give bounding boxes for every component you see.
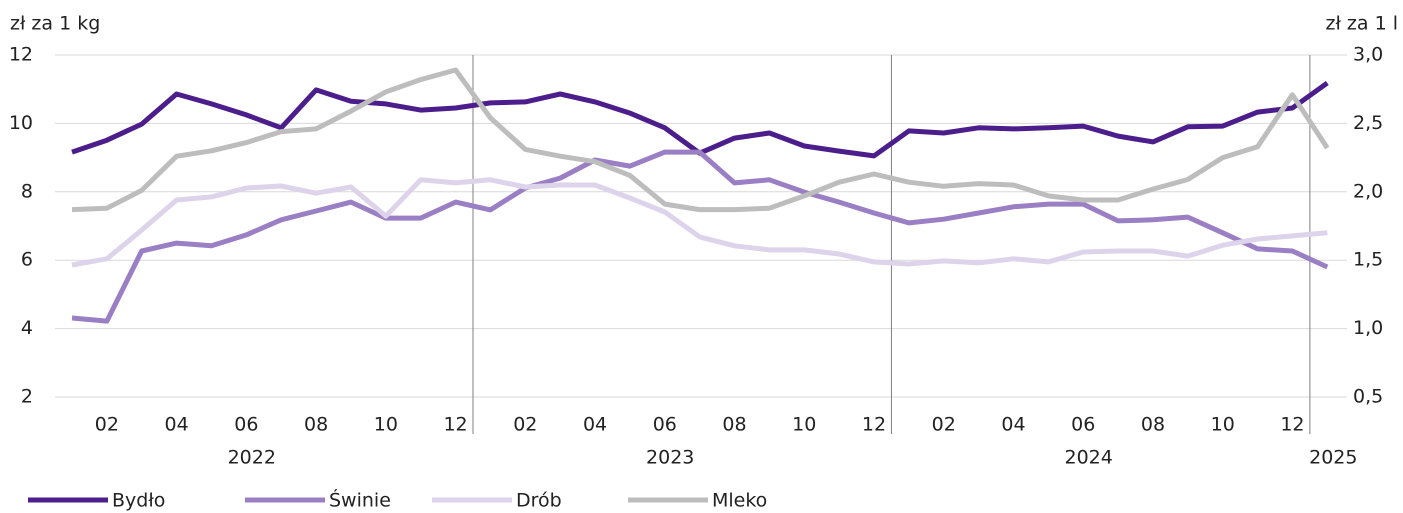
x-tick-label: 04 [1001, 414, 1025, 436]
legend-label: Bydło [112, 490, 165, 512]
y-tick-label: 8 [21, 180, 33, 202]
x-tick-label: 02 [932, 414, 956, 436]
x-group-label: 2022 [228, 447, 276, 469]
y2-tick-label: 0,5 [1353, 386, 1383, 408]
y-tick-label: 2 [21, 386, 33, 408]
legend-label: Mleko [712, 490, 767, 512]
x-tick-label: 08 [304, 414, 328, 436]
y-tick-label: 6 [21, 249, 33, 271]
y2-tick-label: 1,5 [1353, 249, 1383, 271]
y-tick-label: 10 [9, 112, 33, 134]
x-tick-label: 06 [653, 414, 677, 436]
x-tick-label: 10 [374, 414, 398, 436]
x-tick-label: 06 [1071, 414, 1095, 436]
y2-tick-label: 2,0 [1353, 180, 1383, 202]
x-tick-label: 12 [1280, 414, 1304, 436]
series-line [71, 67, 1330, 213]
x-tick-label: 10 [792, 414, 816, 436]
y-axis-label: zł za 1 kg [10, 13, 100, 35]
y2-tick-label: 2,5 [1353, 112, 1383, 134]
x-group-label: 2025 [1309, 447, 1357, 469]
y2-axis-label: zł za 1 l [1326, 13, 1398, 35]
series-line [71, 149, 1329, 324]
x-tick-label: 12 [443, 414, 467, 436]
x-group-label: 2023 [646, 447, 694, 469]
legend-label: Drób [516, 490, 562, 512]
x-tick-label: 04 [583, 414, 607, 436]
x-tick-label: 02 [513, 414, 537, 436]
x-tick-label: 08 [1141, 414, 1165, 436]
x-tick-label: 04 [165, 414, 189, 436]
x-tick-label: 06 [234, 414, 258, 436]
x-tick-label: 10 [1211, 414, 1235, 436]
y2-tick-label: 1,0 [1353, 317, 1383, 339]
x-tick-label: 08 [722, 414, 746, 436]
series-line [71, 80, 1329, 159]
x-tick-label: 02 [95, 414, 119, 436]
y2-tick-label: 3,0 [1353, 44, 1383, 66]
x-tick-label: 12 [862, 414, 886, 436]
series-line [71, 177, 1328, 268]
y-tick-label: 12 [9, 44, 33, 66]
x-group-label: 2024 [1064, 447, 1112, 469]
legend-label: Świnie [329, 488, 391, 512]
y-tick-label: 4 [21, 317, 33, 339]
